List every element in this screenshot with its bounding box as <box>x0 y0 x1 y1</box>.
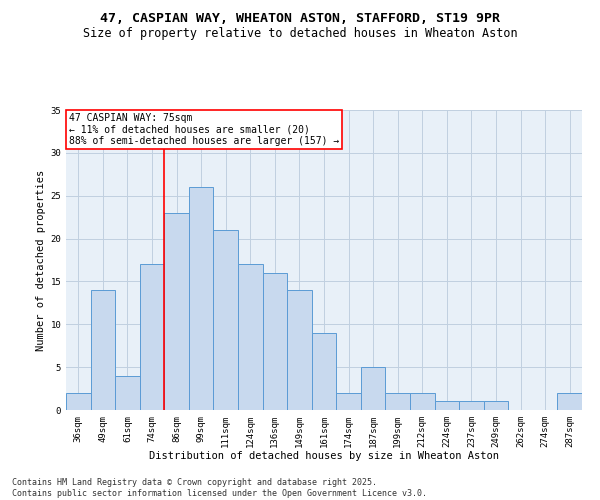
Bar <box>361 367 385 410</box>
Bar <box>238 264 263 410</box>
Bar <box>91 290 115 410</box>
Bar <box>115 376 140 410</box>
Bar <box>164 213 189 410</box>
Text: Contains HM Land Registry data © Crown copyright and database right 2025.
Contai: Contains HM Land Registry data © Crown c… <box>12 478 427 498</box>
Bar <box>66 393 91 410</box>
Bar <box>312 333 336 410</box>
Bar <box>140 264 164 410</box>
Bar <box>434 402 459 410</box>
Bar <box>336 393 361 410</box>
Bar <box>557 393 582 410</box>
Bar <box>410 393 434 410</box>
Text: Size of property relative to detached houses in Wheaton Aston: Size of property relative to detached ho… <box>83 28 517 40</box>
Y-axis label: Number of detached properties: Number of detached properties <box>36 170 46 350</box>
Bar <box>287 290 312 410</box>
Bar <box>214 230 238 410</box>
Bar <box>484 402 508 410</box>
Bar <box>385 393 410 410</box>
Bar <box>189 187 214 410</box>
X-axis label: Distribution of detached houses by size in Wheaton Aston: Distribution of detached houses by size … <box>149 452 499 462</box>
Bar <box>459 402 484 410</box>
Text: 47 CASPIAN WAY: 75sqm
← 11% of detached houses are smaller (20)
88% of semi-deta: 47 CASPIAN WAY: 75sqm ← 11% of detached … <box>68 113 339 146</box>
Text: 47, CASPIAN WAY, WHEATON ASTON, STAFFORD, ST19 9PR: 47, CASPIAN WAY, WHEATON ASTON, STAFFORD… <box>100 12 500 26</box>
Bar <box>263 273 287 410</box>
